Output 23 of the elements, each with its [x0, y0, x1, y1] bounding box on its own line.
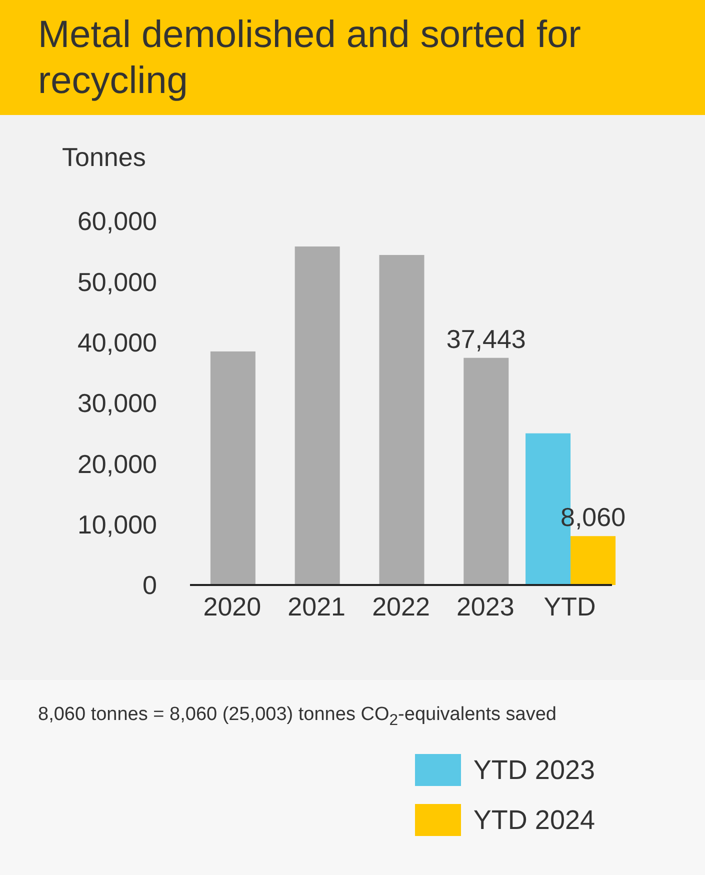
y-tick-label: 50,000	[77, 266, 157, 297]
bar	[294, 246, 340, 585]
y-tick-label: 40,000	[77, 328, 157, 358]
y-tick-label: 30,000	[77, 388, 157, 418]
y-tick-label: 10,000	[77, 510, 157, 540]
y-tick-label: 0	[142, 570, 157, 600]
x-tick-label: YTD	[544, 591, 596, 622]
x-tick-label: 2022	[372, 591, 430, 622]
y-tick-label: 60,000	[77, 206, 157, 236]
y-axis-title: Tonnes	[62, 142, 146, 173]
legend-label: YTD 2023	[473, 754, 595, 786]
bar	[570, 536, 616, 585]
x-tick-label: 2020	[203, 591, 262, 622]
chart-title: Metal demolished and sorted for recycling	[38, 13, 582, 104]
bar	[379, 254, 424, 585]
x-tick-label: 2023	[456, 591, 514, 622]
bar	[464, 358, 509, 585]
data-label: 37,443	[446, 324, 526, 354]
legend-label: YTD 2024	[473, 804, 595, 836]
y-tick-label: 20,000	[77, 448, 157, 479]
text: 8,060 tonnes = 8,060 (25,003) tonnes CO$_{2}$-equivalents saved	[38, 703, 558, 731]
bar	[210, 351, 256, 585]
x-tick-label: 2021	[288, 591, 346, 622]
